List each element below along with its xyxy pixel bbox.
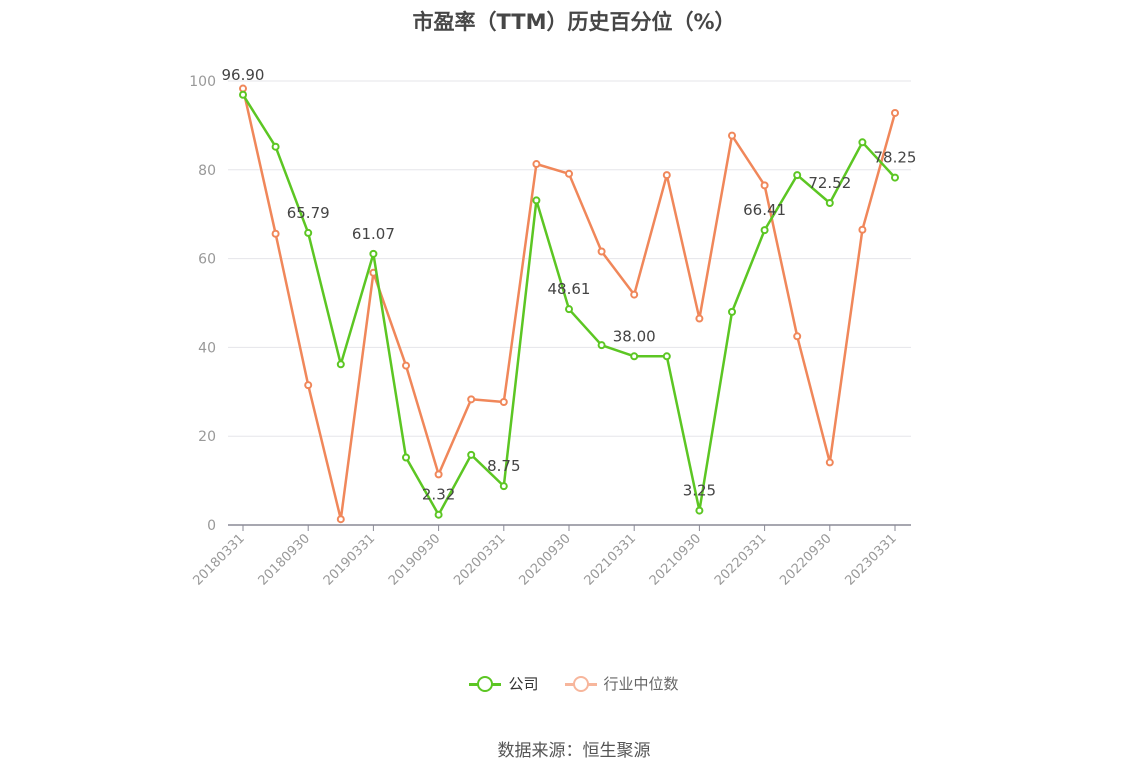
data-point-industry — [336, 515, 345, 524]
data-point-company — [793, 171, 802, 180]
x-tick-label: 20180930 — [256, 531, 313, 588]
data-point-company — [369, 249, 378, 258]
data-point-company — [467, 450, 476, 459]
grid-layer — [228, 80, 911, 437]
y-tick-label: 20 — [198, 429, 216, 445]
data-point-company — [271, 142, 280, 151]
data-point-industry — [271, 229, 280, 238]
legend: 公司 行业中位数 — [0, 673, 1148, 694]
y-tick-label: 0 — [207, 518, 216, 534]
data-point-industry — [891, 108, 899, 117]
chart-title: 市盈率（TTM）历史百分位（%） — [412, 10, 736, 34]
data-point-industry — [565, 169, 573, 178]
data-point-company — [565, 305, 573, 314]
data-point-company — [532, 196, 541, 205]
x-tick-label: 20210331 — [582, 531, 639, 588]
data-point-company — [402, 453, 410, 462]
x-tick-label: 20210930 — [647, 531, 704, 588]
data-point-company — [336, 360, 345, 369]
data-point-industry — [695, 314, 704, 323]
y-tick-label: 40 — [198, 340, 216, 356]
series-layer — [239, 84, 899, 524]
data-point-company — [434, 510, 443, 519]
source-note: 数据来源：恒生聚源 — [497, 741, 651, 761]
data-point-company — [858, 138, 867, 147]
x-tick-label: 20200331 — [451, 531, 508, 588]
data-point-company — [891, 173, 899, 182]
data-point-company — [825, 199, 834, 208]
data-point-company — [662, 352, 671, 361]
data-label: 3.25 — [683, 482, 716, 500]
data-point-industry — [630, 290, 639, 299]
data-label: 2.32 — [422, 486, 455, 504]
data-point-company — [728, 307, 736, 316]
data-point-company — [630, 352, 639, 361]
data-point-industry — [793, 332, 802, 341]
data-label: 38.00 — [613, 327, 656, 345]
data-point-industry — [532, 160, 541, 169]
data-point-industry — [760, 181, 769, 190]
x-tick-label: 20220930 — [777, 531, 834, 588]
y-tick-label: 60 — [198, 252, 216, 268]
series-line-company — [241, 94, 896, 516]
data-point-industry — [239, 84, 247, 93]
data-point-industry — [858, 225, 867, 234]
data-label: 65.79 — [287, 204, 330, 222]
data-point-industry — [499, 398, 508, 407]
data-point-company — [760, 226, 769, 235]
legend-industry-marker-icon — [564, 674, 597, 694]
data-point-company — [304, 228, 313, 237]
data-label-layer: 96.90 65.79 61.07 2.32 8.75 48.61 38.00 3.25 66.… — [222, 66, 917, 504]
data-point-industry — [304, 381, 313, 390]
x-tick-label: 20230331 — [842, 531, 899, 588]
legend-item-company[interactable]: 公司 — [469, 673, 539, 694]
legend-item-industry[interactable]: 行业中位数 — [564, 673, 679, 694]
data-point-company — [695, 506, 704, 515]
data-label: 66.41 — [743, 201, 786, 219]
data-label: 8.75 — [487, 457, 520, 475]
data-label: 96.90 — [222, 66, 265, 84]
data-label: 78.25 — [874, 149, 917, 167]
data-point-industry — [825, 458, 834, 467]
x-tick-label: 20190331 — [321, 531, 378, 588]
x-tick-label: 20190930 — [386, 531, 443, 588]
data-point-industry — [728, 131, 736, 140]
data-point-industry — [662, 171, 671, 180]
data-point-company — [239, 90, 247, 99]
data-point-company — [499, 482, 508, 491]
legend-company-marker-icon — [469, 674, 502, 694]
data-point-industry — [597, 247, 606, 256]
x-tick-label: 20200930 — [516, 531, 573, 588]
data-label: 72.52 — [808, 174, 851, 192]
data-point-industry — [467, 395, 476, 404]
x-tick-label: 20180331 — [190, 531, 247, 588]
data-label: 48.61 — [548, 280, 591, 298]
data-point-industry — [434, 470, 443, 479]
y-tick-label: 100 — [189, 74, 216, 90]
legend-label-company: 公司 — [508, 675, 539, 693]
data-point-company — [597, 341, 606, 350]
chart-plot: 0 20 40 60 80 100 20180331 20180930 20190331 2019… — [189, 66, 917, 589]
y-tick-label: 80 — [198, 163, 216, 179]
data-label: 61.07 — [352, 225, 395, 243]
legend-label-industry: 行业中位数 — [603, 675, 679, 693]
series-line-industry — [241, 88, 897, 521]
data-point-industry — [402, 361, 410, 370]
x-tick-label: 20220331 — [712, 531, 769, 588]
